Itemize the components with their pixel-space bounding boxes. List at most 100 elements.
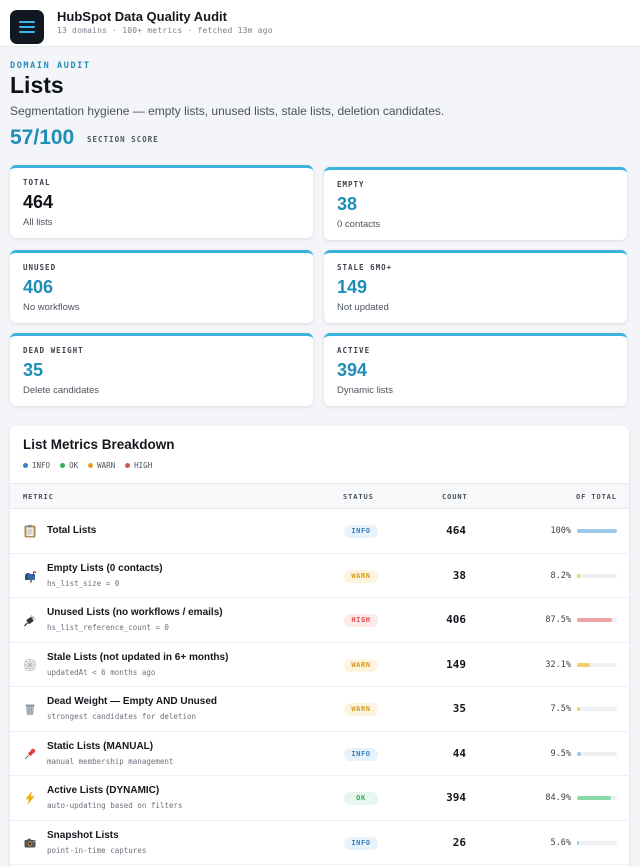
status-badge: OK — [344, 792, 378, 805]
metric-name: Static Lists (MANUAL) — [47, 740, 154, 752]
table-row[interactable]: Stale Lists (not updated in 6+ months) up… — [10, 643, 629, 687]
share-bar-fill — [577, 796, 611, 800]
legend-label: HIGH — [134, 461, 153, 470]
share-bar-fill — [577, 573, 581, 578]
stat-card-caption: All lists — [23, 217, 53, 228]
share-bar-fill — [577, 618, 612, 622]
metric-share-label: 9.5% — [550, 748, 571, 759]
share-bar-fill — [577, 840, 580, 845]
stat-card-empty: EMPTY 38 0 contacts — [324, 167, 627, 240]
metric-query: auto-updating based on filters — [47, 801, 183, 810]
stat-card-label: TOTAL — [23, 178, 51, 187]
metric-name: Unused Lists (no workflows / emails) — [47, 607, 223, 618]
stat-card-value: 406 — [23, 277, 54, 297]
metric-name: Stale Lists (not updated in 6+ months) — [47, 651, 229, 663]
stat-card-caption: No workflows — [23, 302, 80, 313]
stat-card-caption: 0 contacts — [337, 219, 381, 230]
status-badge: HIGH — [344, 614, 378, 627]
table-header: METRIC STATUS COUNT OF TOTAL — [10, 483, 629, 509]
stat-card-stale-6mo: STALE 6MO+ 149 Not updated — [324, 250, 627, 323]
section-eyebrow: DOMAIN AUDIT — [10, 61, 91, 71]
stat-card-label: UNUSED — [23, 263, 57, 272]
table-row[interactable]: Dead Weight — Empty AND Unused strongest … — [10, 687, 629, 732]
status-badge: WARN — [344, 658, 378, 672]
share-bar-track — [577, 707, 617, 711]
metric-query: updatedAt < 6 months ago — [47, 667, 156, 677]
legend-item-high: HIGH — [125, 461, 152, 470]
column-metric[interactable]: METRIC — [23, 493, 54, 501]
metric-query: hs_list_reference_count = 0 — [47, 623, 169, 632]
share-bar-fill — [577, 529, 617, 533]
table-row[interactable]: Unused Lists (no workflows / emails) hs_l… — [10, 598, 629, 643]
share-bar-track — [577, 529, 617, 533]
status-legend: INFO OK WARN HIGH — [23, 461, 152, 470]
stat-card-value: 38 — [337, 194, 358, 214]
clipboard-icon — [23, 524, 37, 538]
table-row[interactable]: Empty Lists (0 contacts) hs_list_size = 0… — [10, 554, 629, 598]
status-badge: INFO — [344, 747, 378, 761]
metric-count: 406 — [446, 613, 466, 626]
stat-card-dead-weight: DEAD WEIGHT 35 Delete candidates — [10, 333, 313, 406]
share-bar-track — [577, 840, 617, 845]
metric-count: 38 — [452, 568, 466, 582]
app-subtitle: 13 domains · 100+ metrics · fetched 13m … — [57, 26, 273, 35]
table-row[interactable]: Active Lists (DYNAMIC) auto-updating base… — [10, 776, 629, 821]
app-title: HubSpot Data Quality Audit — [57, 9, 227, 24]
metric-name: Total Lists — [47, 525, 97, 536]
mailbox-icon — [23, 569, 37, 583]
stat-card-label: DEAD WEIGHT — [23, 346, 84, 355]
plug-icon — [23, 613, 37, 627]
legend-item-info: INFO — [23, 461, 50, 470]
metric-share-label: 100% — [550, 526, 571, 536]
metric-count: 464 — [446, 524, 466, 537]
legend-dot-icon — [23, 463, 28, 468]
legend-dot-icon — [125, 463, 131, 468]
stat-card-label: STALE 6MO+ — [337, 263, 393, 272]
hamburger-icon — [19, 21, 35, 23]
metric-share-label: 7.5% — [550, 704, 571, 714]
stat-card-value: 464 — [23, 192, 54, 212]
stat-card-caption: Not updated — [337, 302, 389, 313]
lightning-icon — [23, 791, 37, 805]
share-bar-track — [577, 573, 617, 578]
legend-label: INFO — [32, 461, 51, 470]
table-row[interactable]: Total Lists INFO 464 100% — [10, 509, 629, 554]
page-description: Segmentation hygiene — empty lists, unus… — [10, 104, 445, 118]
trash-icon — [23, 702, 37, 716]
table-row[interactable]: Static Lists (MANUAL) manual membership m… — [10, 732, 629, 776]
column-of-total[interactable]: OF TOTAL — [576, 493, 617, 501]
cobweb-icon — [23, 658, 37, 672]
metric-count: 35 — [452, 702, 466, 715]
stat-card-label: ACTIVE — [337, 346, 371, 355]
share-bar-fill — [577, 662, 590, 667]
stat-card-total: TOTAL 464 All lists — [10, 165, 313, 238]
metric-count: 149 — [446, 657, 466, 671]
metric-name: Active Lists (DYNAMIC) — [47, 785, 160, 796]
status-badge: WARN — [344, 703, 378, 716]
stat-card-label: EMPTY — [337, 180, 365, 189]
legend-item-warn: WARN — [88, 461, 115, 470]
share-bar-track — [577, 796, 617, 800]
column-status[interactable]: STATUS — [343, 493, 374, 501]
share-bar-track — [577, 751, 617, 756]
section-score: 57/100 — [10, 126, 75, 149]
menu-button[interactable] — [10, 10, 44, 44]
section-score-label: SECTION SCORE — [87, 135, 159, 144]
metric-query: point-in-time captures — [47, 845, 147, 855]
metric-count: 394 — [446, 791, 466, 804]
metric-name: Snapshot Lists — [47, 829, 119, 841]
stat-card-active: ACTIVE 394 Dynamic lists — [324, 333, 627, 406]
metric-query: manual membership management — [47, 756, 174, 766]
metric-share-label: 8.2% — [550, 570, 571, 581]
legend-dot-icon — [88, 463, 94, 468]
status-badge: WARN — [344, 569, 378, 583]
share-bar-fill — [577, 751, 581, 756]
table-row[interactable]: Snapshot Lists point-in-time captures INFO… — [10, 821, 629, 865]
metric-name: Empty Lists (0 contacts) — [47, 562, 163, 574]
page-title: Lists — [10, 72, 64, 98]
column-count[interactable]: COUNT — [442, 493, 468, 501]
stat-card-value: 35 — [23, 360, 44, 380]
metric-query: hs_list_size = 0 — [47, 578, 120, 588]
metric-count: 26 — [452, 835, 466, 849]
metric-share-label: 84.9% — [545, 793, 571, 803]
